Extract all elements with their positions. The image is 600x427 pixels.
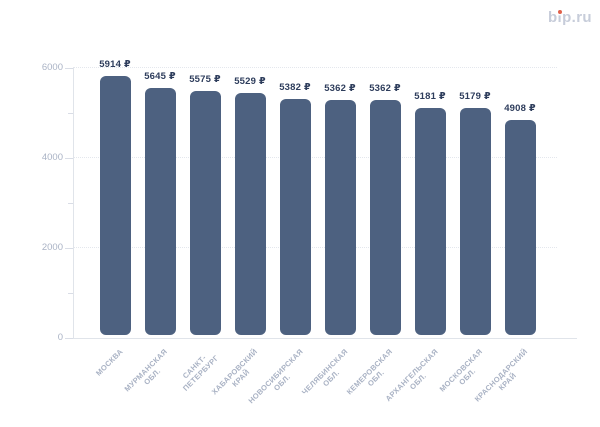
bar-value-label: 5575 ₽: [189, 74, 221, 85]
y-axis-line: [73, 68, 74, 338]
bar-4[interactable]: [234, 93, 266, 335]
y-axis-tick-label: 6000: [41, 62, 63, 73]
y-axis-major-tick: [65, 338, 73, 339]
y-gridline: [73, 67, 557, 68]
bar-1[interactable]: [99, 76, 131, 335]
x-axis-line: [73, 338, 577, 339]
y-gridline: [73, 247, 557, 248]
bip-logo[interactable]: bip.ru: [548, 9, 592, 26]
bar-6[interactable]: [324, 100, 356, 335]
y-gridline: [73, 157, 557, 158]
bar-7[interactable]: [369, 100, 401, 335]
bar-3[interactable]: [189, 91, 221, 335]
y-axis-minor-tick: [68, 113, 73, 114]
bip-logo-text: bip.ru: [548, 9, 592, 26]
bar-value-label: 5645 ₽: [144, 71, 176, 82]
bar-value-label: 5382 ₽: [279, 82, 311, 93]
bar-5[interactable]: [279, 99, 311, 335]
y-axis-tick-label: 4000: [41, 152, 63, 163]
y-axis-tick-label: 0: [57, 332, 63, 343]
bar-10[interactable]: [504, 120, 536, 335]
bar-value-label: 4908 ₽: [504, 103, 536, 114]
y-axis-major-tick: [65, 68, 73, 69]
bar-value-label: 5362 ₽: [324, 83, 356, 94]
bar-value-label: 5179 ₽: [459, 91, 491, 102]
bip-logo-i-dot: [557, 10, 562, 14]
bar-value-label: 5529 ₽: [234, 76, 266, 87]
x-axis-category-label: МУРМАНСКАЯ ОБЛ.: [122, 347, 170, 394]
bar-2[interactable]: [144, 88, 176, 335]
x-axis-category-label: МОСКВА: [93, 347, 125, 378]
bar-value-label: 5914 ₽: [99, 59, 131, 70]
x-axis-category-label: ЧЕЛЯБИНСКАЯ ОБЛ.: [299, 347, 350, 397]
bar-9[interactable]: [459, 108, 491, 335]
bar-value-label: 5181 ₽: [414, 91, 446, 102]
y-axis-minor-tick: [68, 203, 73, 204]
y-axis-minor-tick: [68, 293, 73, 294]
y-axis-major-tick: [65, 248, 73, 249]
y-axis-tick-label: 2000: [41, 242, 63, 253]
bar-8[interactable]: [414, 108, 446, 335]
bar-value-label: 5362 ₽: [369, 83, 401, 94]
y-axis-major-tick: [65, 158, 73, 159]
